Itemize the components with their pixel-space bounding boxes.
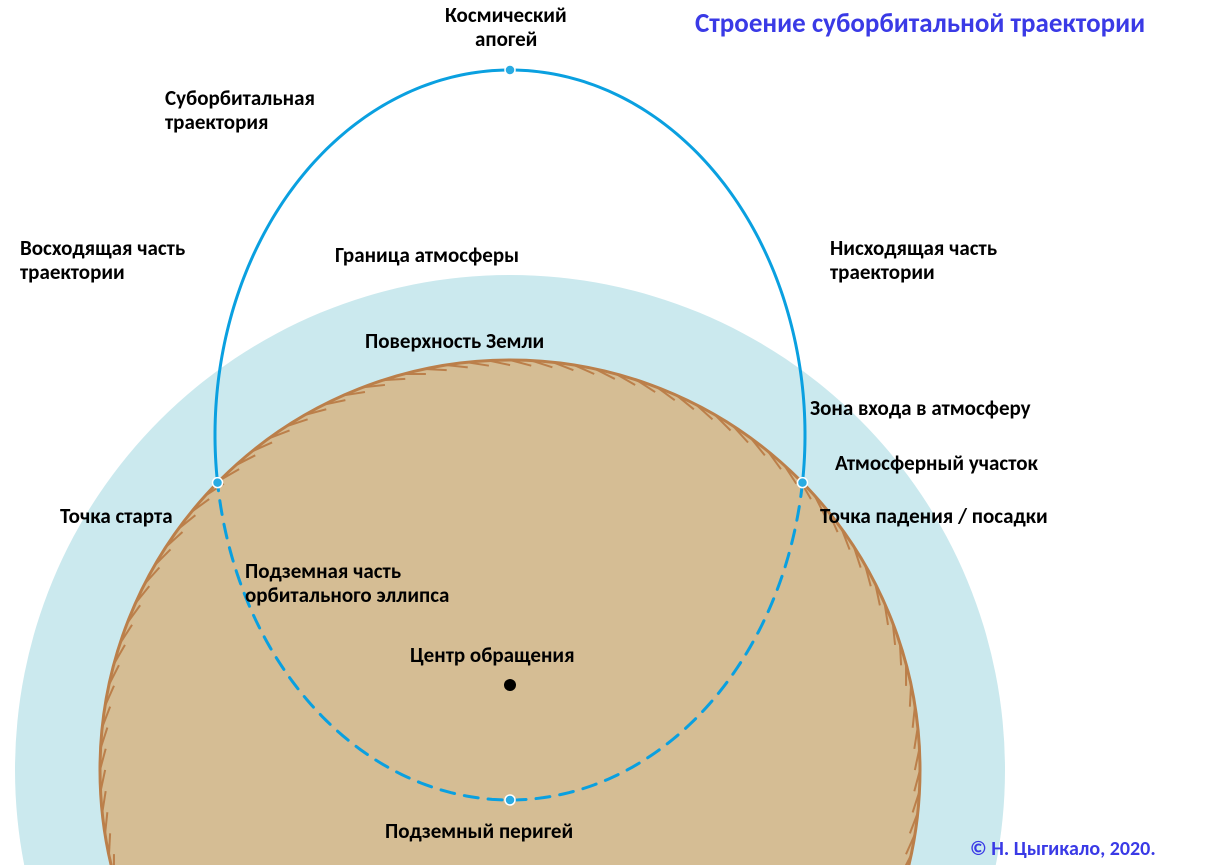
diagram-credit: © Н. Цыгикало, 2020. — [970, 837, 1156, 861]
label-ascending-line2: траектории — [20, 259, 125, 285]
label-landing-point: Точка падения / посадки — [820, 503, 1048, 529]
landing-point — [797, 478, 807, 488]
label-center-of-revolution: Центр обращения — [410, 642, 575, 668]
label-descending-line2: траектории — [830, 259, 935, 285]
label-entry-zone: Зона входа в атмосферу — [810, 395, 1031, 421]
label-apogee-line2: апогей — [475, 26, 537, 52]
label-ascending-line1: Восходящая часть — [20, 235, 185, 261]
perigee-point — [505, 795, 515, 805]
label-start-point: Точка старта — [60, 503, 173, 529]
label-earth-surface: Поверхность Земли — [365, 328, 544, 354]
label-suborbital-line2: траектория — [165, 109, 269, 135]
center-of-revolution-dot — [504, 679, 516, 691]
label-underground-line1: Подземная часть — [245, 558, 401, 584]
apogee-point — [505, 65, 515, 75]
diagram-canvas: Строение суборбитальной траектории © Н. Ц… — [0, 0, 1207, 865]
label-apogee-line1: Космический — [445, 2, 567, 28]
label-perigee: Подземный перигей — [385, 818, 573, 844]
diagram-title: Строение суборбитальной траектории — [695, 7, 1145, 40]
label-descending-line1: Нисходящая часть — [830, 235, 997, 261]
label-atmospheric-segment: Атмосферный участок — [835, 450, 1038, 476]
label-underground-line2: орбитального эллипса — [245, 582, 449, 608]
start-point — [213, 478, 223, 488]
label-atmosphere-boundary: Граница атмосферы — [335, 242, 519, 268]
label-suborbital-line1: Суборбитальная — [165, 85, 315, 111]
